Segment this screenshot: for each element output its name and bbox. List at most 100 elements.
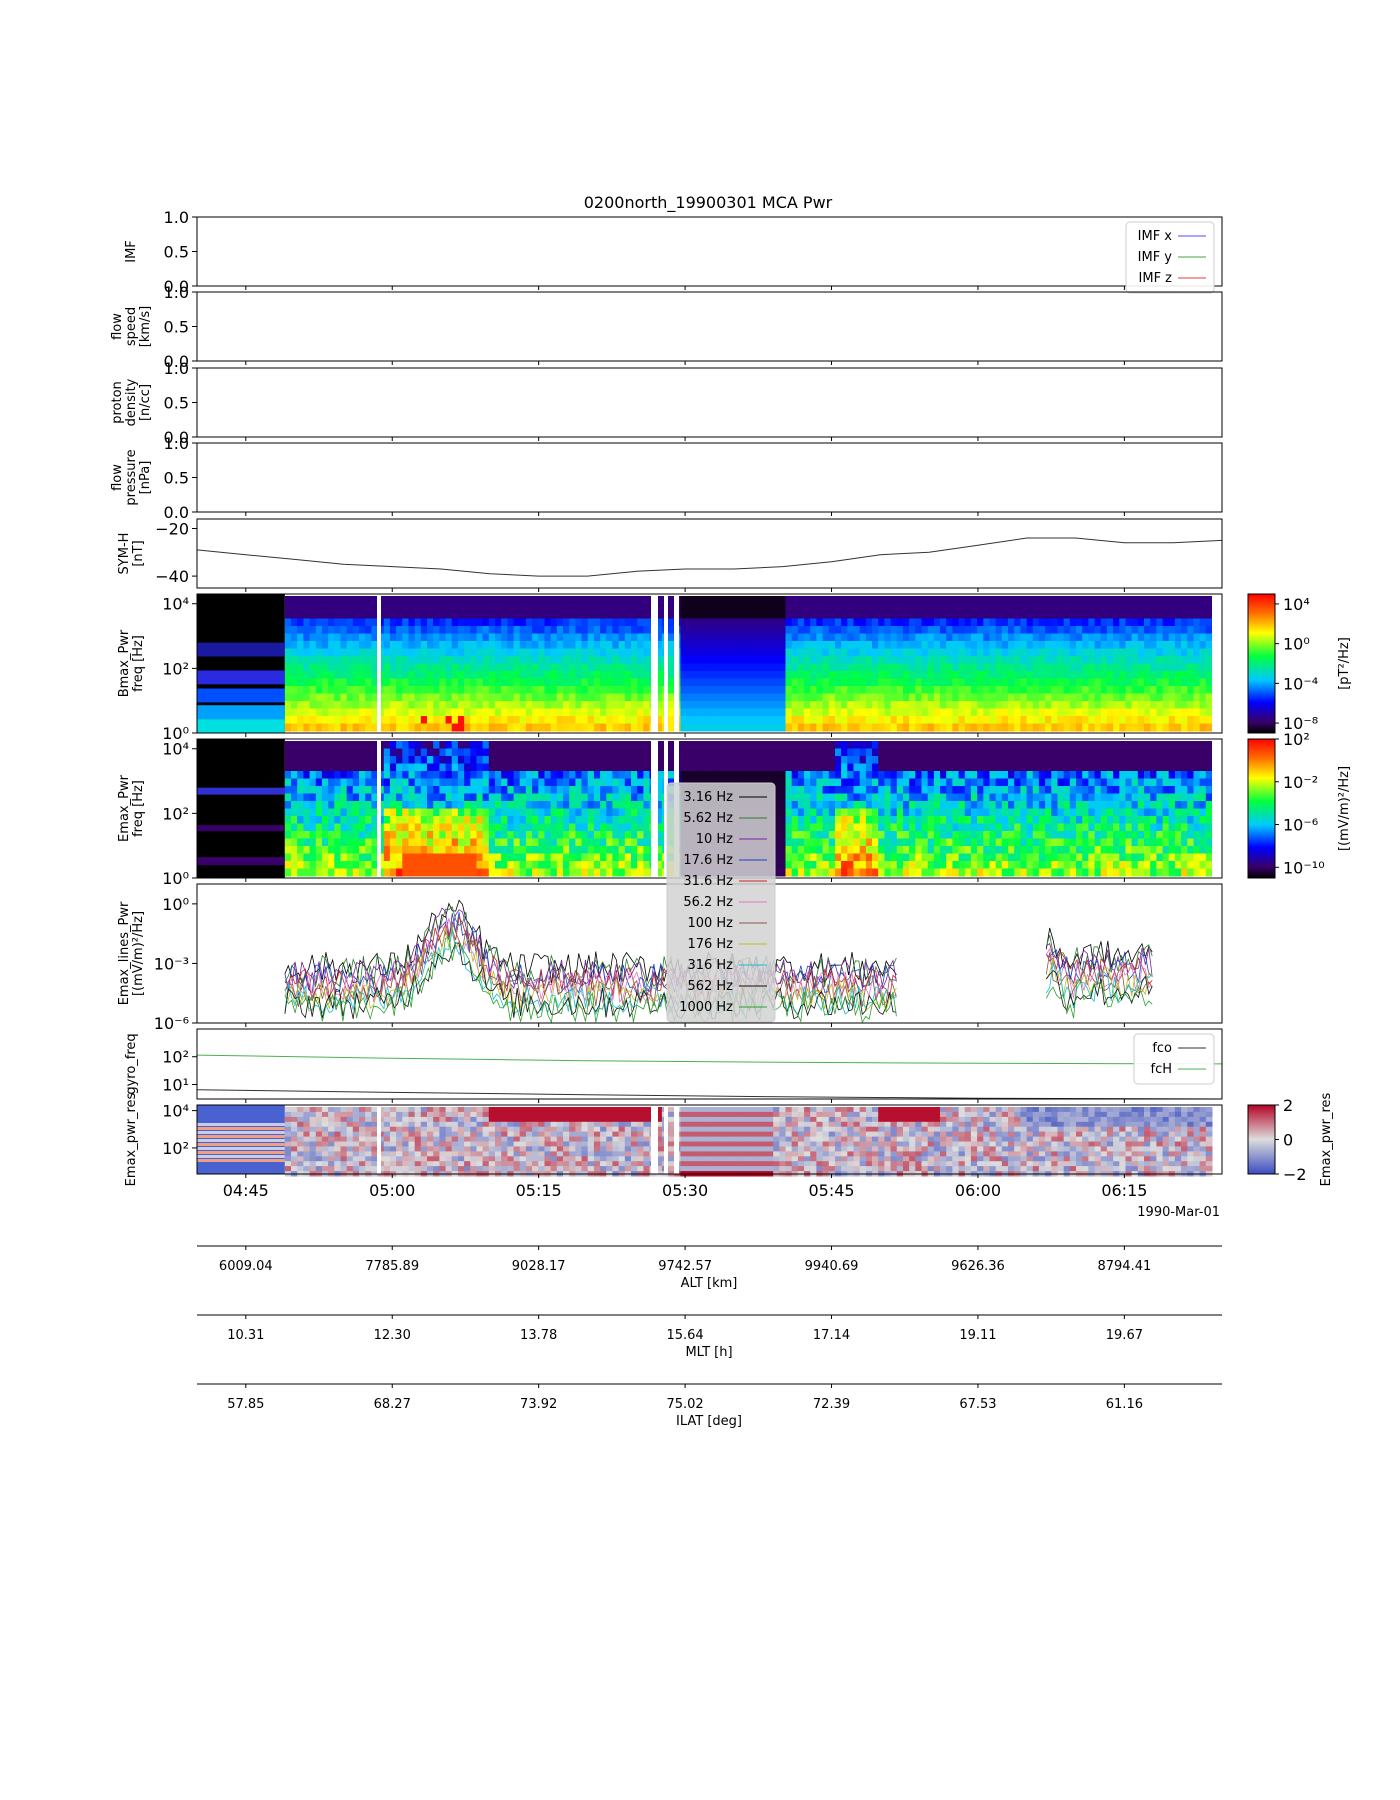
bmax-pwr-cell: [1001, 716, 1009, 724]
emax-pwr-cell: [488, 756, 496, 764]
emax-pwr-cell: [989, 861, 997, 869]
bmax-pwr-cell: [371, 603, 379, 612]
emax-pwr-cell: [600, 778, 607, 787]
bmax-pwr-cell: [1100, 701, 1108, 709]
bmax-pwr-cell: [853, 633, 861, 642]
emax-pwr-cell: [865, 763, 873, 772]
emax-pwr-cell: [631, 853, 638, 862]
bmax-pwr-cell: [501, 693, 508, 702]
bmax-pwr-cell: [321, 686, 329, 694]
bmax-pwr-cell: [328, 618, 335, 627]
emax-pwr-cell: [346, 853, 354, 862]
bmax-pwr-cell: [1038, 611, 1046, 619]
emax-pwr-cell: [1001, 808, 1009, 817]
bmax-pwr-cell: [1193, 663, 1201, 672]
bmax-pwr-cell: [495, 671, 502, 679]
emax-pwr-cell: [575, 741, 583, 749]
bmax-pwr-cell: [952, 708, 960, 717]
bmax-pwr-cell: [328, 596, 335, 604]
emax-pwr-cell: [909, 748, 916, 757]
bmax-pwr-cell: [624, 656, 632, 664]
emax-pwr-cell: [315, 771, 323, 779]
emax-pwr-cell: [896, 778, 904, 787]
bmax-pwr-cell: [779, 641, 786, 649]
emax-pwr-cell: [835, 771, 842, 779]
emax-pwr-cell: [989, 831, 997, 839]
bmax-pwr-cell: [1032, 716, 1040, 724]
emax-pwr-cell: [797, 786, 805, 794]
bmax-pwr-cell: [457, 603, 465, 612]
emax-pwr-cell: [507, 778, 515, 787]
bmax-pwr-cell: [321, 596, 329, 604]
bmax-pwr-cell: [1100, 708, 1108, 717]
bmax-pwr-cell: [1181, 708, 1188, 717]
bmax-pwr-cell: [1094, 686, 1102, 694]
bmax-pwr-cell: [736, 648, 743, 657]
bmax-pwr-cell: [396, 596, 403, 604]
emax-pwr-cell: [723, 763, 731, 772]
emax-pwr-cell: [525, 861, 533, 869]
bmax-pwr-cell: [328, 626, 335, 634]
emax-pwr-cell: [927, 771, 935, 779]
bmax-pwr-cell: [291, 701, 298, 709]
bmax-pwr-cell: [680, 618, 688, 627]
emax-pwr-cell: [309, 823, 317, 832]
emax-pwr-cell: [797, 741, 805, 749]
bmax-pwr-cell: [915, 701, 922, 709]
emax-pwr-cell: [841, 801, 848, 809]
emax-pwr-cell: [488, 853, 496, 862]
bmax-pwr-cell: [439, 603, 447, 612]
emax-pwr-cell: [359, 831, 366, 839]
emax-pwr-cell: [402, 816, 409, 824]
emax-pwr-cell: [637, 763, 644, 772]
emax-pwr-cell: [346, 808, 354, 817]
emax-pwr-cell: [736, 763, 743, 772]
bmax-pwr-cell: [501, 641, 508, 649]
bmax-pwr-cell: [507, 693, 515, 702]
bmax-pwr-cell: [810, 596, 817, 604]
bmax-pwr-cell: [1008, 641, 1015, 649]
bmax-pwr-cell: [933, 596, 941, 604]
bmax-pwr-cell: [779, 678, 786, 687]
bmax-pwr-cell: [507, 708, 515, 717]
bmax-pwr-cell: [1045, 618, 1052, 627]
bmax-pwr-cell: [785, 648, 793, 657]
bmax-pwr-cell: [1150, 701, 1157, 709]
bmax-pwr-cell: [785, 611, 793, 619]
bmax-pwr-cell: [680, 678, 688, 687]
emax-pwr-cell: [532, 793, 539, 802]
bmax-pwr-cell: [804, 723, 811, 732]
emax-pwr-cell: [519, 846, 527, 854]
emax-pwr-cell: [587, 756, 595, 764]
emax-pwr-cell: [396, 831, 403, 839]
emax-pwr-cell: [488, 748, 496, 757]
emax-pwr-cell: [420, 853, 428, 862]
emax-pwr-cell: [816, 786, 824, 794]
bmax-pwr-cell: [1199, 678, 1207, 687]
bmax-pwr-cell: [816, 656, 824, 664]
bmax-pwr-cell: [1199, 596, 1207, 604]
bmax-pwr-cell: [600, 633, 607, 642]
bmax-pwr-cell: [970, 603, 978, 612]
emax-pwr-cell: [618, 816, 626, 824]
bmax-pwr-cell: [457, 618, 465, 627]
bmax-pwr-cell: [457, 648, 465, 657]
bmax-pwr-cell: [989, 611, 997, 619]
bmax-pwr-cell: [983, 596, 990, 604]
bmax-pwr-cell: [1057, 641, 1065, 649]
bmax-pwr-cell: [402, 596, 409, 604]
emax-pwr-cell: [822, 771, 830, 779]
bmax-pwr-cell: [686, 618, 694, 627]
emax-pwr-cell: [291, 801, 298, 809]
emax-pwr-cell: [643, 816, 651, 824]
bmax-pwr-cell: [1026, 708, 1034, 717]
emax-pwr-cell: [1020, 763, 1028, 772]
emax-pwr-cell: [291, 748, 298, 757]
bmax-pwr-cell: [303, 686, 311, 694]
emax-pwr-cell: [495, 741, 502, 749]
emax-pwr-cell: [847, 748, 854, 757]
emax-pwr-cell: [365, 861, 372, 869]
bmax-pwr-cell: [593, 701, 601, 709]
bmax-pwr-cell: [612, 633, 620, 642]
bmax-pwr-cell: [631, 701, 638, 709]
